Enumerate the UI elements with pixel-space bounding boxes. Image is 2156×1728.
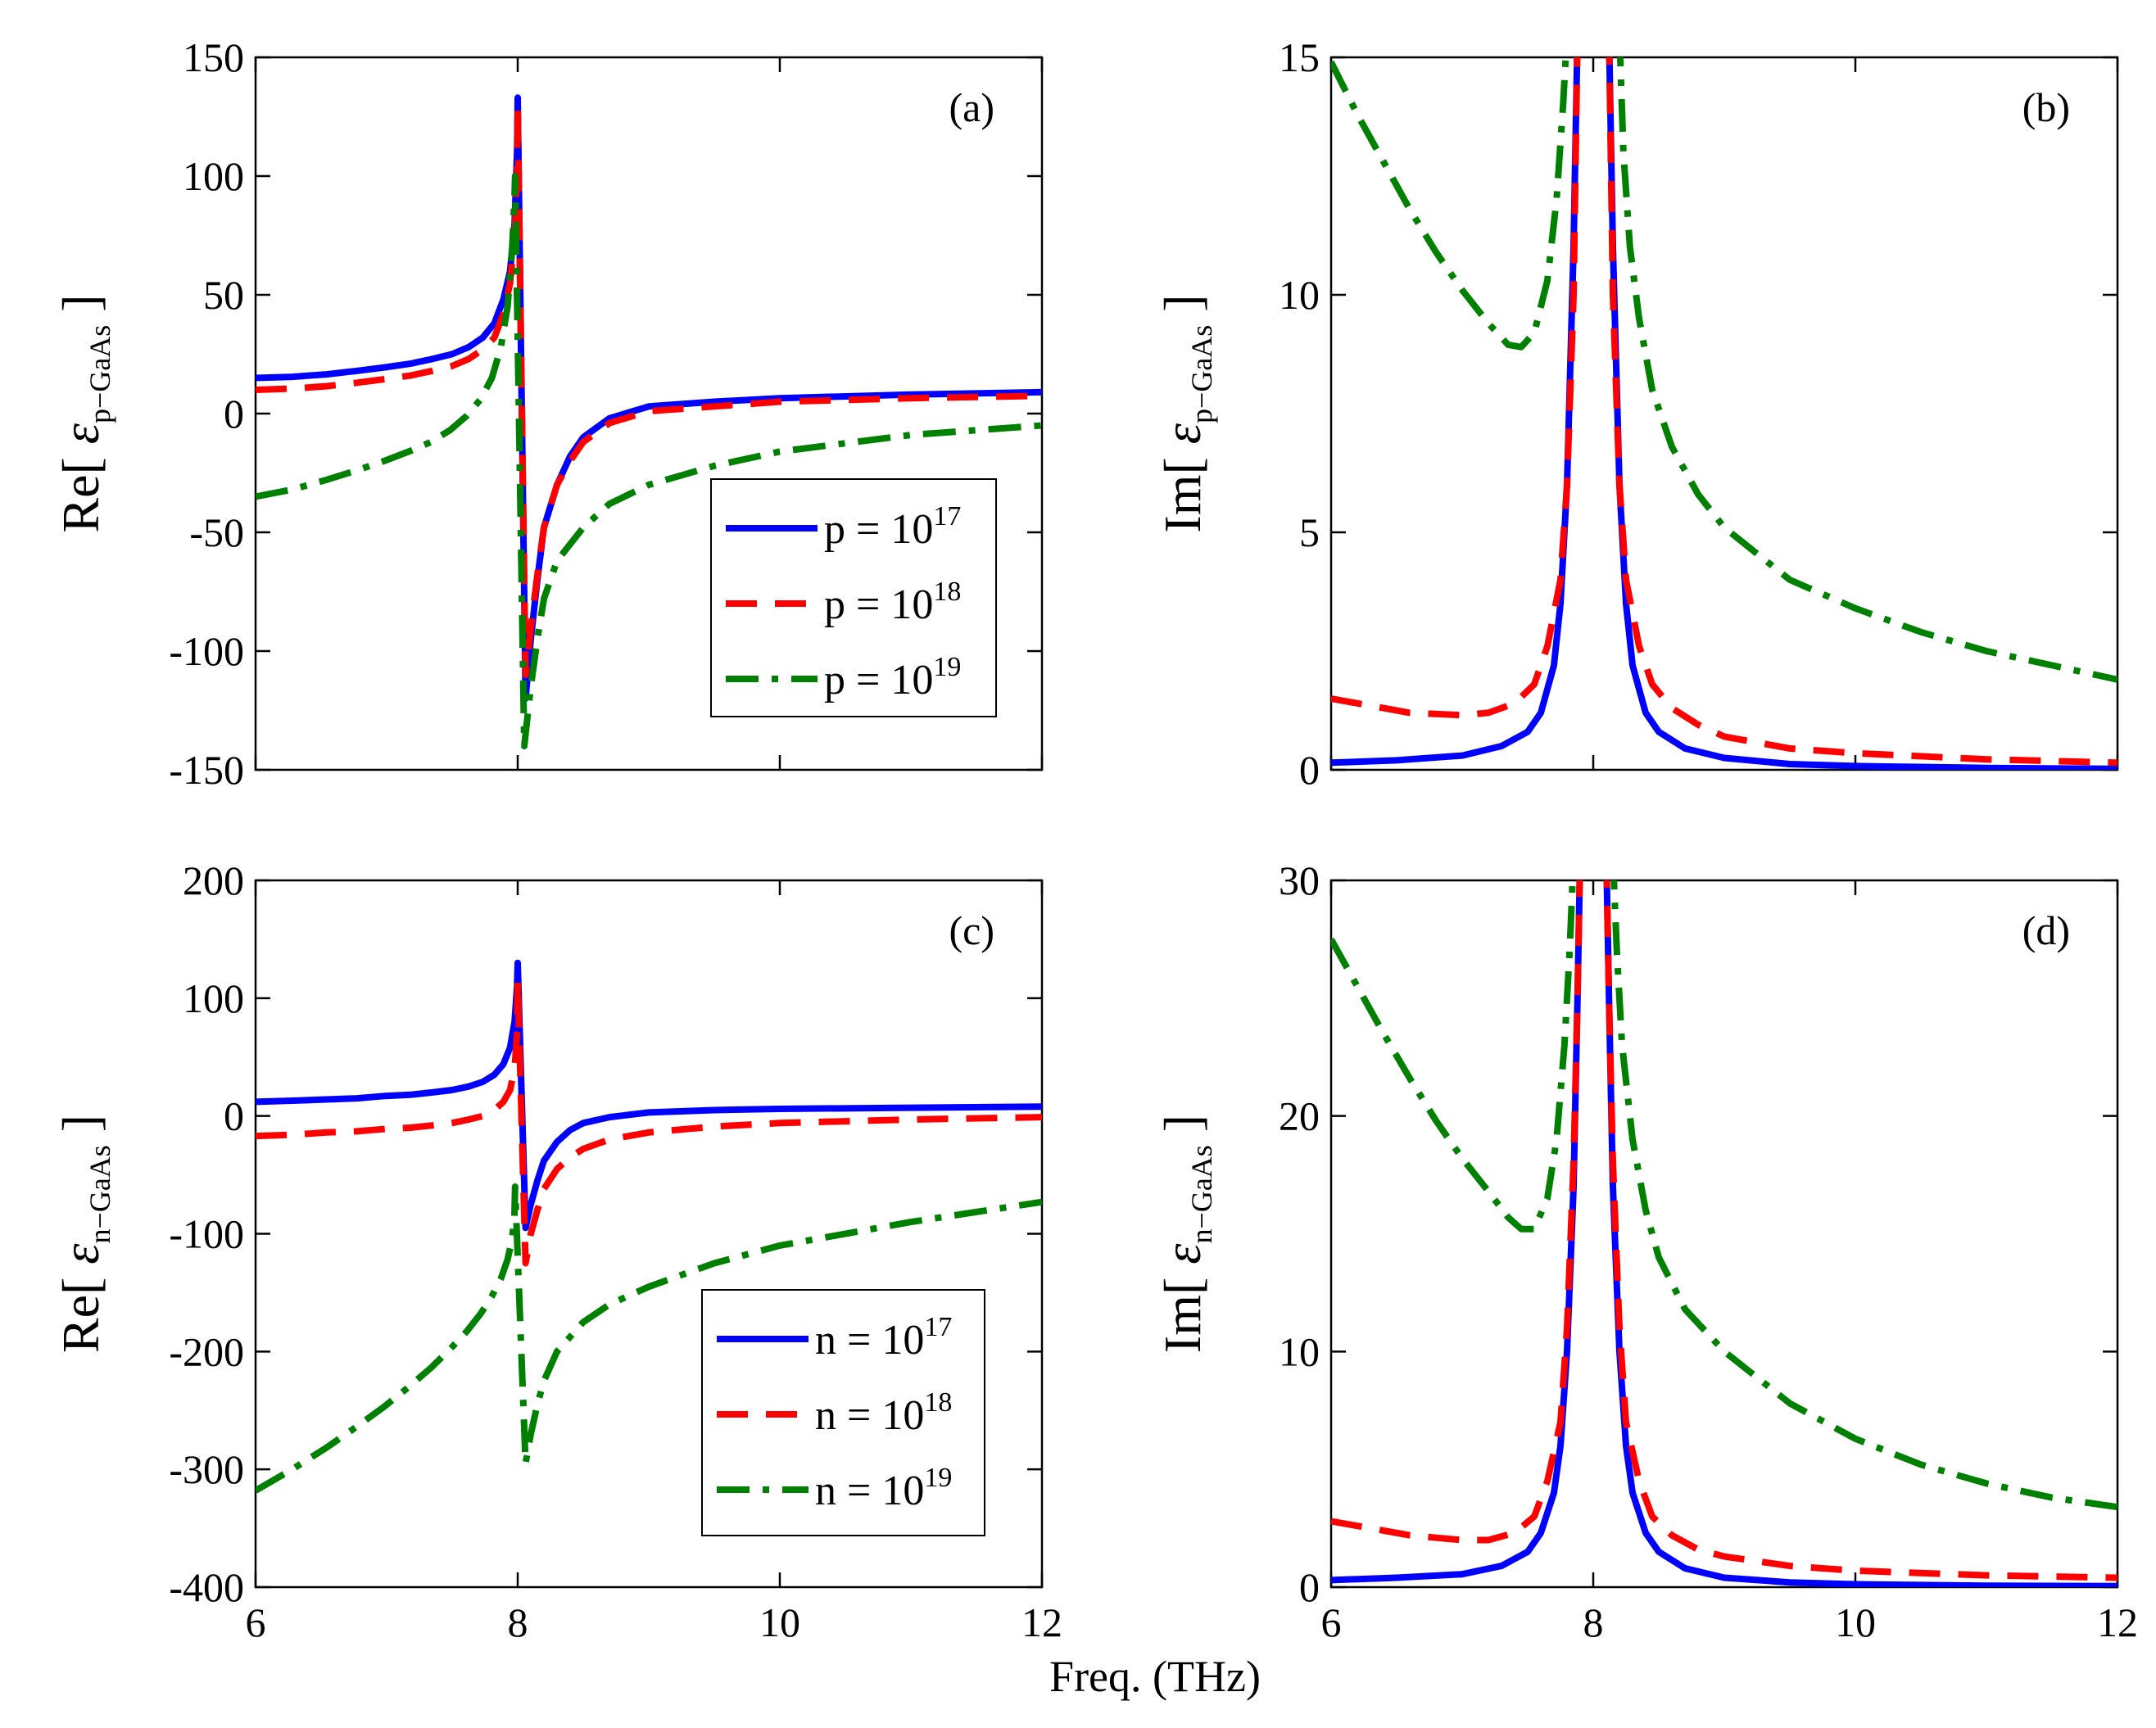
panel-tag: (a)	[949, 84, 995, 130]
y-tick-label: -200	[169, 1328, 244, 1374]
series-group	[256, 94, 1042, 749]
series-group	[1331, 880, 2118, 1587]
y-tick-label: -100	[169, 1211, 244, 1257]
y-axis-label: Re[ εn−GaAs ]	[52, 1115, 116, 1353]
y-tick-label: 20	[1279, 1093, 1320, 1139]
legend-label: n = 1018	[815, 1387, 952, 1439]
x-tick-label: 10	[759, 1599, 800, 1645]
legend-label: p = 1019	[824, 652, 961, 703]
series-line	[1616, 57, 2118, 683]
x-tick-label: 12	[2097, 1599, 2138, 1645]
legend-box	[701, 1289, 985, 1536]
y-axis-label: Re[ εp−GaAs ]	[52, 294, 116, 532]
axes-frame	[1329, 879, 2119, 1589]
series-line	[256, 173, 1042, 749]
panel-b: 15 10 5 0 (b) Im[ εp−GaAs ]	[1153, 34, 2119, 793]
series-group	[1331, 57, 2118, 770]
y-tick-label: 0	[1299, 747, 1320, 793]
series-line	[1331, 880, 1576, 1233]
legend-label: p = 1018	[824, 577, 961, 628]
x-tick-label: 8	[508, 1599, 528, 1645]
legend-label: n = 1017	[815, 1312, 952, 1364]
axes-frame	[1329, 56, 2119, 771]
y-tick-label: 100	[183, 975, 244, 1021]
series-line	[1603, 880, 2118, 1581]
y-tick-label: 30	[1279, 857, 1320, 903]
y-tick-label: 0	[224, 1093, 244, 1139]
x-tick-label: 8	[1583, 1599, 1604, 1645]
x-tick-label: 6	[1321, 1599, 1342, 1645]
series-line	[256, 959, 1042, 1232]
y-tick-label: -150	[169, 747, 244, 793]
shared-x-axis-label: Freq. (THz)	[1049, 1652, 1261, 1701]
y-tick-label: 0	[1299, 1564, 1320, 1610]
series-line	[1331, 57, 1581, 767]
series-line	[1331, 57, 1569, 351]
y-tick-label: -300	[169, 1446, 244, 1492]
y-tick-label: 50	[203, 272, 244, 318]
y-tick-label: 0	[224, 391, 244, 437]
series-line	[256, 977, 1042, 1267]
series-line	[1606, 57, 2118, 770]
series-line	[1331, 880, 1583, 1544]
legend-label: n = 1019	[815, 1463, 952, 1514]
legend: n = 1017 n = 1018 n = 1019	[701, 1289, 985, 1536]
series-line	[1610, 880, 2118, 1511]
y-tick-label: -100	[169, 628, 244, 674]
y-tick-label: 100	[183, 153, 244, 199]
y-axis-label: Im[ εn−GaAs ]	[1153, 1115, 1218, 1353]
series-line	[1606, 57, 2118, 767]
series-line	[1331, 880, 1583, 1584]
panel-tag: (d)	[2022, 907, 2070, 953]
series-line	[256, 94, 1042, 702]
legend: p = 1017 p = 1018 p = 1019	[710, 478, 997, 717]
panel-a: 150 100 50 0 -50 -100 -150 (a) Re[ εp−GaAs ] p = …	[52, 34, 1044, 793]
legend-label: p = 1017	[824, 501, 961, 553]
y-tick-label: 150	[183, 34, 244, 80]
panel-tag: (c)	[949, 907, 995, 953]
panel-d: 30 20 10 06 8 10 12 (d) Im[ εn−GaAs ]	[1153, 857, 2138, 1645]
y-tick-label: 15	[1279, 34, 1320, 80]
x-tick-label: 10	[1835, 1599, 1876, 1645]
y-tick-label: 10	[1279, 1328, 1320, 1374]
x-tick-label: 6	[246, 1599, 266, 1645]
y-tick-label: -400	[169, 1564, 244, 1610]
y-tick-label: -50	[189, 509, 244, 555]
y-tick-label: 10	[1279, 272, 1320, 318]
y-axis-label: Im[ εp−GaAs ]	[1153, 294, 1218, 532]
series-line	[1603, 880, 2118, 1587]
series-line	[1331, 57, 1581, 719]
y-tick-label: 5	[1299, 509, 1320, 555]
x-tick-label: 12	[1021, 1599, 1062, 1645]
panel-tag: (b)	[2022, 84, 2070, 130]
y-tick-label: 200	[183, 857, 244, 903]
series-group	[256, 959, 1042, 1494]
